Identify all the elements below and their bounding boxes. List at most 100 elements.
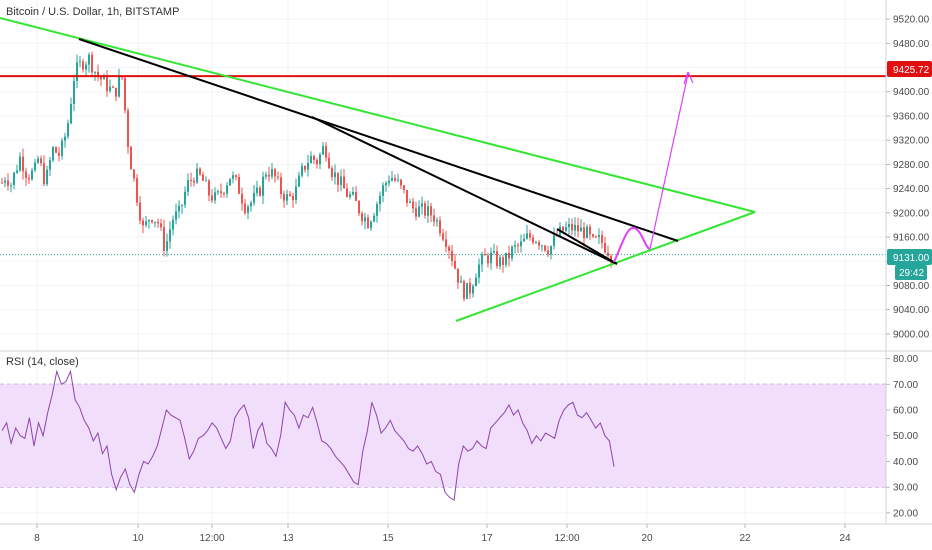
candle-body xyxy=(529,233,531,238)
candle-body xyxy=(382,185,384,196)
rsi-tick-label: 60.00 xyxy=(893,406,918,417)
candle-body xyxy=(307,163,309,170)
trendline-long[interactable] xyxy=(78,38,679,242)
candle-body xyxy=(187,180,189,192)
candle-body xyxy=(100,76,102,80)
candle-body xyxy=(391,178,393,181)
candle-body xyxy=(157,221,159,224)
rsi-axis[interactable]: 80.00 70.00 60.00 50.00 40.00 30.00 20.00 xyxy=(886,354,918,519)
candle-body xyxy=(1,182,3,184)
candle-body xyxy=(313,155,315,160)
candle-body xyxy=(124,77,126,111)
price-tick-label: 9080.00 xyxy=(893,281,930,292)
candle-body xyxy=(142,220,144,226)
candle-body xyxy=(364,217,366,222)
candle-body xyxy=(439,220,441,234)
price-tick-label: 9480.00 xyxy=(893,39,930,50)
candle-body xyxy=(376,204,378,216)
candle-body xyxy=(436,220,438,222)
triangle-upper-line[interactable] xyxy=(0,17,756,213)
candle-body xyxy=(148,220,150,222)
candle-body xyxy=(184,191,186,205)
candle-body xyxy=(262,176,264,196)
candle-body xyxy=(199,168,201,175)
candle-body xyxy=(430,206,432,216)
candle-body xyxy=(475,277,477,287)
candle-body xyxy=(40,158,42,164)
candle-body xyxy=(106,75,108,91)
candle-body xyxy=(448,247,450,251)
candle-body xyxy=(166,241,168,251)
candle-body xyxy=(517,245,519,247)
candle-body xyxy=(163,227,165,251)
candles xyxy=(1,51,612,302)
candle-body xyxy=(115,87,117,97)
candle-body xyxy=(565,227,567,231)
candle-body xyxy=(349,194,351,197)
candle-body xyxy=(202,174,204,181)
candle-body xyxy=(169,229,171,242)
trendline-short[interactable] xyxy=(556,228,618,265)
resistance-price-label: 9425.72 xyxy=(893,65,930,76)
drawings xyxy=(0,17,886,322)
rsi-label: RSI (14, close) xyxy=(6,356,79,368)
candle-body xyxy=(97,71,99,77)
candle-body xyxy=(505,252,507,265)
candle-body xyxy=(325,146,327,158)
candle-body xyxy=(13,172,15,186)
candle-body xyxy=(484,254,486,256)
candle-body xyxy=(244,203,246,213)
candle-body xyxy=(211,195,213,201)
projection-curve[interactable] xyxy=(613,226,651,263)
candle-body xyxy=(547,250,549,255)
price-tick-label: 9200.00 xyxy=(893,208,930,219)
candle-body xyxy=(109,86,111,91)
candle-body xyxy=(520,241,522,247)
candle-body xyxy=(538,242,540,246)
candle-body xyxy=(412,201,414,209)
candle-body xyxy=(511,246,513,259)
candle-body xyxy=(463,281,465,299)
price-tick-label: 9400.00 xyxy=(893,87,930,98)
candle-body xyxy=(61,140,63,156)
candle-body xyxy=(427,206,429,216)
projection-arrow-line[interactable] xyxy=(649,73,689,250)
candle-body xyxy=(568,223,570,228)
candle-body xyxy=(217,191,219,193)
trendline-mid[interactable] xyxy=(311,116,618,265)
candle-body xyxy=(610,255,612,263)
price-tick-label: 9000.00 xyxy=(893,329,930,340)
candle-body xyxy=(112,86,114,88)
candle-body xyxy=(226,185,228,194)
candle-body xyxy=(409,201,411,203)
candle-body xyxy=(88,54,90,65)
candle-body xyxy=(478,264,480,278)
triangle-lower-line[interactable] xyxy=(455,211,756,322)
candle-body xyxy=(139,202,141,221)
rsi-tick-label: 40.00 xyxy=(893,457,918,468)
candle-body xyxy=(247,206,249,213)
candle-body xyxy=(223,193,225,195)
time-axis[interactable]: 8 10 12:00 13 15 17 12:00 20 22 24 xyxy=(34,524,851,544)
candle-body xyxy=(172,219,174,230)
candle-body xyxy=(193,180,195,183)
candle-body xyxy=(181,204,183,206)
candle-body xyxy=(319,154,321,165)
candle-body xyxy=(178,205,180,212)
candle-body xyxy=(214,192,216,201)
candle-body xyxy=(418,206,420,217)
candle-body xyxy=(337,172,339,185)
candle-body xyxy=(394,178,396,181)
candle-body xyxy=(322,146,324,155)
rsi-tick-label: 30.00 xyxy=(893,483,918,494)
candle-body xyxy=(493,251,495,253)
candle-body xyxy=(55,147,57,153)
candle-body xyxy=(136,178,138,203)
candle-body xyxy=(70,104,72,124)
candle-body xyxy=(280,177,282,194)
candle-body xyxy=(19,156,21,171)
rsi-tick-label: 80.00 xyxy=(893,354,918,365)
candle-body xyxy=(592,234,594,237)
candle-body xyxy=(289,194,291,197)
